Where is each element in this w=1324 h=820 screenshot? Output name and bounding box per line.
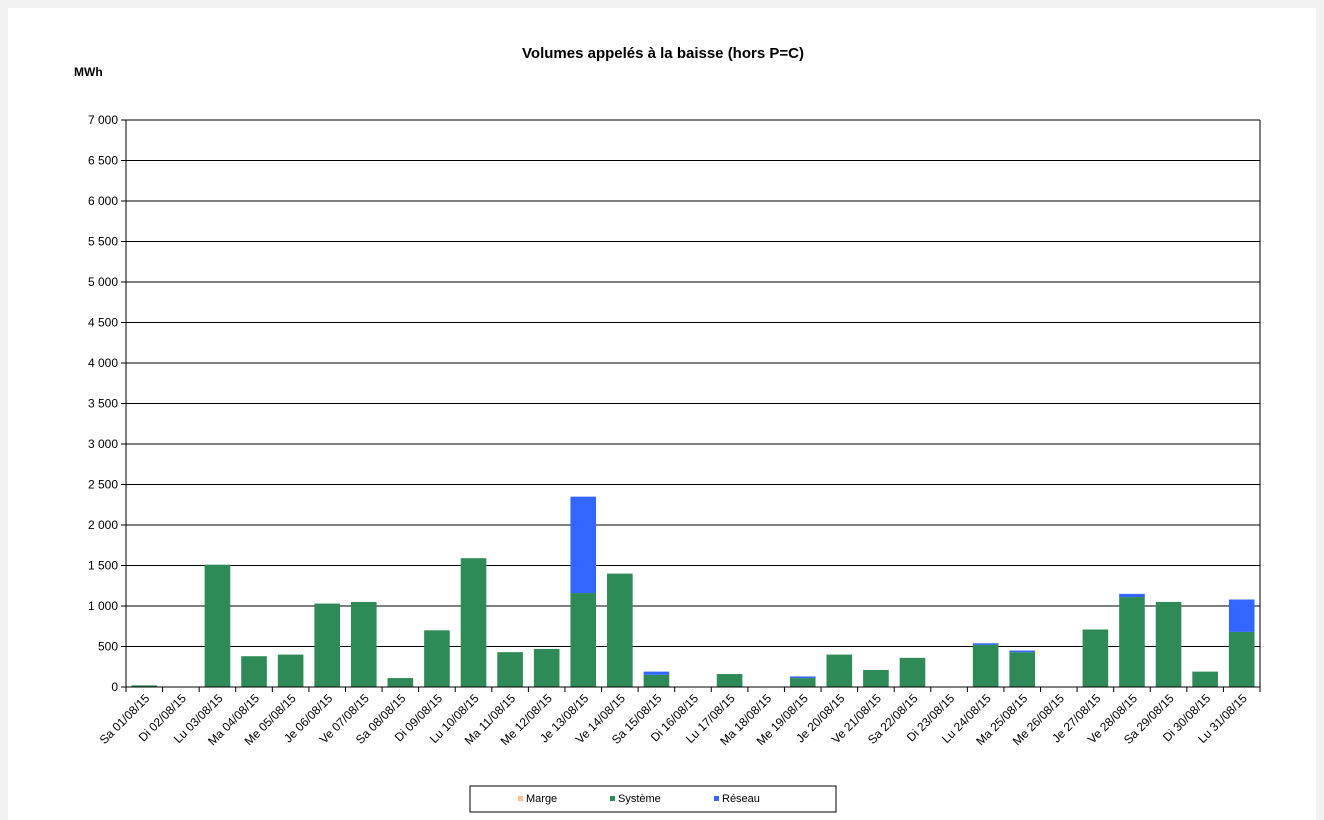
bar-systeme-4 bbox=[241, 656, 267, 687]
y-tick-label: 2 500 bbox=[88, 478, 118, 492]
y-tick-label: 1 500 bbox=[88, 559, 118, 573]
chart-title: Volumes appelés à la baisse (hors P=C) bbox=[522, 45, 804, 62]
bar-systeme-12 bbox=[533, 648, 560, 687]
bar-reseau-19 bbox=[789, 676, 816, 679]
bar-systeme-15 bbox=[643, 674, 670, 687]
bar-systeme-6 bbox=[314, 603, 340, 687]
bar-systeme-29 bbox=[1155, 601, 1182, 687]
y-tick-labels: 0 500 1 000 1 500 2 000 2 500 3 000 3 500 4 000 4… bbox=[88, 113, 118, 694]
bar-systeme-25 bbox=[1009, 652, 1036, 687]
y-tick-label: 4 500 bbox=[88, 316, 118, 330]
chart-svg: Volumes appelés à la baisse (hors P=C) M… bbox=[74, 45, 1261, 813]
legend-swatch bbox=[610, 796, 615, 801]
bar-systeme-17 bbox=[716, 674, 743, 687]
legend-swatch bbox=[518, 796, 523, 801]
bar-systeme-1 bbox=[131, 685, 158, 687]
bar-systeme-24 bbox=[972, 644, 999, 687]
bar-systeme-10 bbox=[460, 558, 487, 687]
bar-systeme-5 bbox=[277, 654, 304, 687]
bar-reseau-31 bbox=[1228, 599, 1255, 632]
bar-reseau-28 bbox=[1119, 593, 1145, 598]
bar-systeme-8 bbox=[387, 678, 414, 687]
bar-systeme-30 bbox=[1192, 671, 1218, 687]
bar-systeme-7 bbox=[350, 601, 377, 687]
bars bbox=[131, 496, 1255, 687]
legend-label: Système bbox=[618, 793, 661, 805]
bar-systeme-28 bbox=[1119, 597, 1145, 687]
bar-systeme-27 bbox=[1082, 629, 1109, 687]
bar-reseau-15 bbox=[643, 671, 670, 675]
bar-systeme-11 bbox=[497, 652, 523, 687]
bar-reseau-25 bbox=[1009, 650, 1036, 653]
bar-reseau-24 bbox=[972, 643, 999, 645]
y-tick-label: 0 bbox=[111, 680, 118, 694]
bar-systeme-20 bbox=[826, 654, 853, 687]
y-tick-label: 5 000 bbox=[88, 275, 118, 289]
legend-box bbox=[469, 785, 837, 813]
bar-reseau-13 bbox=[570, 496, 597, 594]
y-tick-label: 3 000 bbox=[88, 437, 118, 451]
chart-frame: Volumes appelés à la baisse (hors P=C) M… bbox=[8, 8, 1316, 820]
bar-systeme-13 bbox=[570, 593, 597, 687]
bar-systeme-9 bbox=[424, 630, 450, 687]
y-tick-label: 6 000 bbox=[88, 194, 118, 208]
axes bbox=[121, 119, 1261, 692]
bar-systeme-22 bbox=[899, 657, 926, 687]
bar-systeme-14 bbox=[607, 573, 633, 687]
y-tick-label: 2 000 bbox=[88, 518, 118, 532]
bar-systeme-3 bbox=[204, 564, 231, 687]
y-axis-unit-label: MWh bbox=[74, 65, 103, 79]
bar-systeme-19 bbox=[789, 678, 816, 687]
y-tick-label: 3 500 bbox=[88, 397, 118, 411]
legend-label: Réseau bbox=[722, 793, 760, 805]
legend: Marge Système Réseau bbox=[469, 785, 837, 813]
y-tick-label: 500 bbox=[98, 640, 118, 654]
legend-label: Marge bbox=[526, 793, 557, 805]
bar-systeme-31 bbox=[1228, 631, 1255, 687]
bar-systeme-21 bbox=[863, 669, 889, 687]
y-tick-label: 1 000 bbox=[88, 599, 118, 613]
gridlines bbox=[126, 119, 1260, 647]
legend-swatch bbox=[714, 796, 719, 801]
y-tick-label: 7 000 bbox=[88, 113, 118, 127]
y-tick-label: 5 500 bbox=[88, 235, 118, 249]
y-tick-label: 6 500 bbox=[88, 154, 118, 168]
y-tick-label: 4 000 bbox=[88, 356, 118, 370]
